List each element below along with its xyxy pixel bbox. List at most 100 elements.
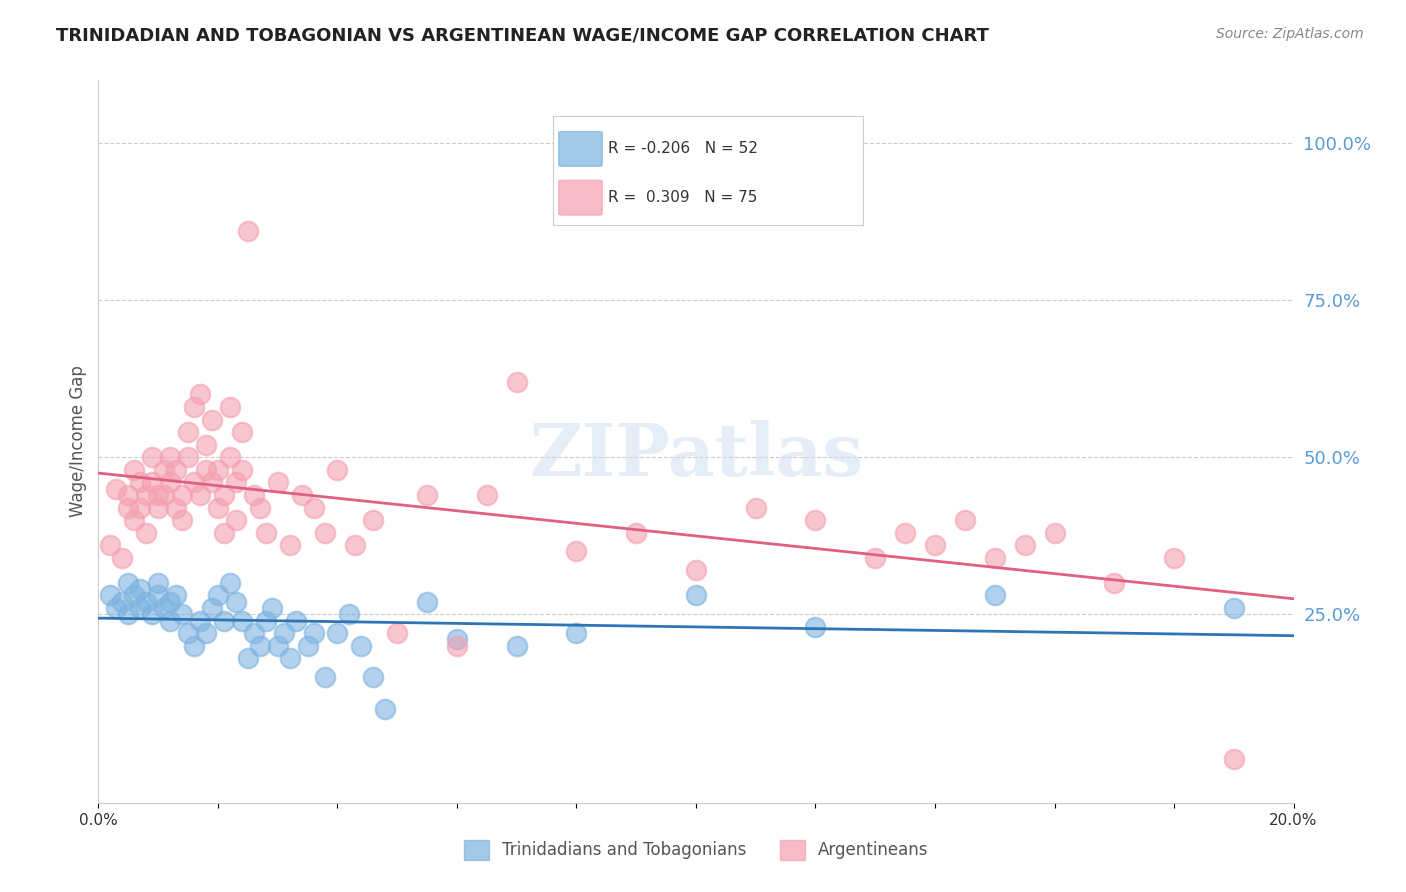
Point: [249, 639, 271, 653]
Point: [278, 538, 301, 552]
Point: [363, 670, 385, 684]
Point: [148, 575, 170, 590]
Point: [1043, 525, 1066, 540]
Point: [124, 463, 146, 477]
Text: TRINIDADIAN AND TOBAGONIAN VS ARGENTINEAN WAGE/INCOME GAP CORRELATION CHART: TRINIDADIAN AND TOBAGONIAN VS ARGENTINEA…: [56, 27, 988, 45]
Point: [165, 463, 187, 477]
Point: [183, 475, 205, 490]
Text: Source: ZipAtlas.com: Source: ZipAtlas.com: [1216, 27, 1364, 41]
Point: [745, 500, 768, 515]
Point: [278, 651, 301, 665]
Point: [626, 525, 648, 540]
Point: [273, 626, 295, 640]
Point: [159, 475, 181, 490]
Point: [135, 525, 157, 540]
Point: [894, 525, 917, 540]
Point: [984, 589, 1007, 603]
Point: [243, 488, 266, 502]
Point: [1163, 550, 1185, 565]
Point: [105, 482, 128, 496]
Point: [231, 425, 253, 439]
Point: [249, 500, 271, 515]
Point: [865, 550, 887, 565]
Point: [225, 513, 247, 527]
Point: [172, 607, 194, 622]
Point: [953, 513, 976, 527]
Point: [207, 463, 229, 477]
Point: [446, 639, 468, 653]
Point: [207, 500, 229, 515]
Point: [236, 224, 259, 238]
Point: [117, 488, 139, 502]
Point: [260, 601, 283, 615]
Point: [326, 463, 349, 477]
Point: [219, 575, 242, 590]
Point: [339, 607, 361, 622]
Text: ZIPatlas: ZIPatlas: [529, 420, 863, 491]
Point: [315, 670, 337, 684]
Point: [254, 614, 277, 628]
Point: [124, 513, 146, 527]
Point: [201, 412, 224, 426]
Point: [212, 525, 235, 540]
Point: [254, 525, 277, 540]
Point: [117, 500, 139, 515]
Point: [153, 601, 176, 615]
Point: [129, 475, 152, 490]
Point: [291, 488, 314, 502]
Point: [804, 513, 827, 527]
Point: [267, 639, 290, 653]
Point: [148, 488, 170, 502]
Legend: Trinidadians and Tobagonians, Argentineans: Trinidadians and Tobagonians, Argentinea…: [457, 833, 935, 867]
Point: [267, 475, 290, 490]
Point: [129, 582, 152, 597]
Point: [177, 450, 200, 465]
Point: [177, 626, 200, 640]
Point: [135, 595, 157, 609]
Point: [385, 626, 409, 640]
Point: [1014, 538, 1036, 552]
Point: [219, 450, 242, 465]
Point: [148, 500, 170, 515]
Point: [117, 575, 139, 590]
Point: [195, 626, 218, 640]
Point: [188, 614, 211, 628]
Point: [159, 450, 181, 465]
Point: [506, 375, 529, 389]
Point: [302, 500, 325, 515]
Point: [111, 550, 134, 565]
Point: [195, 463, 218, 477]
Point: [315, 525, 337, 540]
Point: [165, 589, 187, 603]
Point: [363, 513, 385, 527]
Point: [153, 463, 176, 477]
Point: [231, 614, 253, 628]
Point: [129, 601, 152, 615]
Point: [177, 425, 200, 439]
Point: [984, 550, 1007, 565]
Point: [165, 500, 187, 515]
Point: [195, 438, 218, 452]
Point: [141, 475, 163, 490]
Point: [153, 488, 176, 502]
Point: [1223, 752, 1246, 766]
Point: [1104, 575, 1126, 590]
Point: [506, 639, 529, 653]
Y-axis label: Wage/Income Gap: Wage/Income Gap: [69, 366, 87, 517]
Point: [344, 538, 367, 552]
Point: [183, 639, 205, 653]
Point: [141, 450, 163, 465]
Point: [188, 387, 211, 401]
Point: [159, 595, 181, 609]
Point: [685, 563, 707, 577]
Point: [225, 595, 247, 609]
Point: [207, 589, 229, 603]
Point: [225, 475, 247, 490]
Point: [374, 701, 396, 715]
Point: [148, 589, 170, 603]
Point: [231, 463, 253, 477]
Point: [105, 601, 128, 615]
Point: [188, 488, 211, 502]
Point: [117, 607, 139, 622]
Point: [172, 488, 194, 502]
